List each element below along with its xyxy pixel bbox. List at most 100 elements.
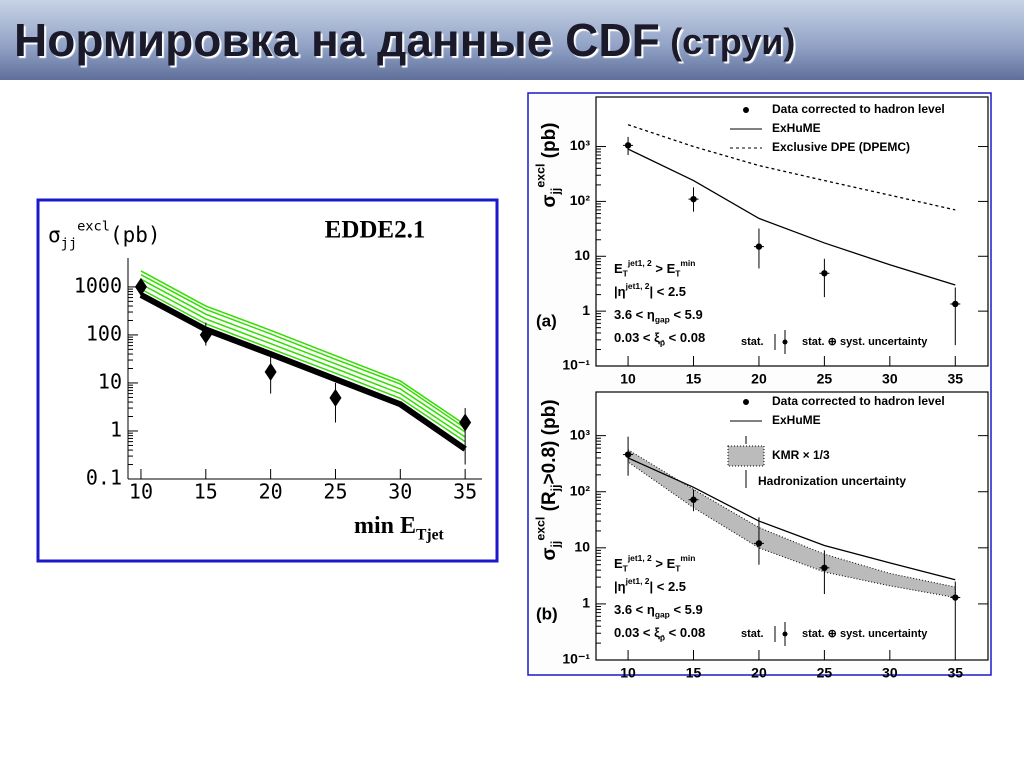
y-axis-label: σjjexcl(pb) — [48, 219, 161, 252]
series-line — [140, 283, 466, 438]
text-part: σ — [539, 195, 560, 208]
data-point — [624, 451, 632, 458]
y-tick-label: 10 — [574, 247, 590, 263]
y-axis-label: σjjexcl (Rjj>0.8) (pb) — [534, 399, 563, 560]
text-part: > E — [652, 261, 676, 276]
x-tick-label: 35 — [947, 371, 963, 387]
x-tick-label: 20 — [751, 371, 767, 387]
cut-label: 3.6 < ηgap < 5.9 — [614, 602, 703, 619]
text-part: σ — [539, 548, 560, 561]
series-line — [140, 273, 466, 429]
text-part: T — [675, 564, 681, 574]
y-tick-label: 10³ — [570, 426, 591, 442]
stat-label: stat. — [741, 336, 764, 348]
y-tick-label: 1 — [582, 595, 590, 611]
text-part: < 5.9 — [670, 307, 703, 322]
text-part: Tjet — [416, 526, 445, 543]
legend-label: Data corrected to hadron level — [772, 394, 945, 408]
text-part: | < 2.5 — [650, 579, 687, 594]
text-part: jet1, 2 — [625, 281, 650, 291]
chart-annotation: EDDE2.1 — [325, 217, 426, 244]
text-part: 0.03 < ξ — [614, 330, 660, 345]
cut-label: 0.03 < ξp̄ < 0.08 — [614, 625, 705, 642]
text-part: excl — [77, 219, 110, 235]
data-point — [821, 564, 828, 572]
stat-label: stat. — [741, 628, 764, 640]
text-part: > E — [652, 556, 676, 571]
y-tick-label: 10² — [570, 482, 591, 498]
series-line — [627, 124, 956, 211]
y-tick-label: 10³ — [570, 137, 591, 153]
y-tick-label: 0.1 — [86, 466, 122, 490]
x-tick-label: 35 — [453, 480, 477, 504]
data-point — [690, 496, 697, 503]
x-tick-label: 30 — [882, 665, 898, 681]
series-line — [627, 148, 956, 286]
text-part: < 5.9 — [670, 602, 703, 617]
data-point — [134, 277, 147, 296]
y-tick-label: 10 — [574, 539, 590, 555]
text-part: T — [623, 269, 629, 279]
text-part: min — [680, 258, 695, 268]
text-part: gap — [655, 315, 670, 325]
data-point — [459, 413, 472, 432]
series-line — [627, 457, 956, 581]
legend-band — [727, 445, 765, 467]
slide-title: Нормировка на данные CDF (струи) — [14, 14, 795, 66]
series-line — [140, 270, 466, 426]
text-part: p̄ — [660, 633, 665, 643]
x-tick-label: 15 — [686, 371, 702, 387]
x-tick-label: 15 — [686, 665, 702, 681]
title-note: (струи) — [670, 21, 795, 62]
x-tick-label: 30 — [882, 371, 898, 387]
data-point — [952, 594, 959, 601]
y-tick-label: 10 — [98, 369, 122, 393]
plot-frame — [595, 96, 989, 367]
x-tick-label: 25 — [817, 665, 833, 681]
text-part: |η — [614, 579, 626, 594]
text-part: jet1, 2 — [627, 258, 652, 268]
text-part: >0.8) (pb) — [539, 399, 560, 484]
text-part: < 0.08 — [665, 330, 705, 345]
text-part: T — [623, 564, 629, 574]
band-note: Hadronization uncertainty — [758, 474, 906, 488]
y-tick-label: 10² — [570, 192, 591, 208]
series-line — [139, 292, 467, 452]
text-part: |η — [614, 284, 626, 299]
text-part: E — [614, 261, 623, 276]
x-tick-label: 20 — [751, 665, 767, 681]
x-tick-label: 10 — [620, 665, 636, 681]
cut-label: ETjet1, 2 > ETmin — [614, 553, 695, 573]
total-label: stat. ⊕ syst. uncertainty — [802, 628, 928, 640]
data-point — [755, 243, 763, 250]
text-part: < 0.08 — [665, 625, 705, 640]
panel-label: (b) — [536, 604, 558, 623]
legend-label: KMR × 1/3 — [772, 448, 830, 462]
header-band — [0, 0, 1024, 80]
text-part: (pb) — [539, 122, 560, 163]
legend-marker — [743, 107, 749, 113]
text-part: E — [614, 556, 623, 571]
left-frame — [36, 198, 499, 563]
text-part: jj — [549, 188, 563, 196]
text-part: min — [680, 553, 695, 563]
text-part: jj — [549, 541, 563, 549]
data-point — [624, 142, 632, 149]
text-part: σ — [48, 223, 61, 247]
data-point — [264, 362, 277, 381]
text-part: T — [675, 269, 681, 279]
text-part: jet1, 2 — [627, 553, 652, 563]
cut-label: 3.6 < ηgap < 5.9 — [614, 307, 703, 324]
y-tick-label: 10⁻¹ — [562, 357, 590, 373]
legend-marker — [743, 399, 749, 405]
y-tick-label: 1 — [110, 417, 122, 441]
data-point — [821, 270, 828, 277]
x-tick-label: 20 — [259, 480, 283, 504]
y-tick-label: 10⁻¹ — [562, 651, 590, 667]
text-part: excl — [534, 517, 548, 541]
data-point — [329, 388, 342, 407]
text-part: p̄ — [660, 338, 665, 348]
text-part: | < 2.5 — [650, 284, 687, 299]
x-axis-label: min ETjet — [354, 513, 445, 543]
